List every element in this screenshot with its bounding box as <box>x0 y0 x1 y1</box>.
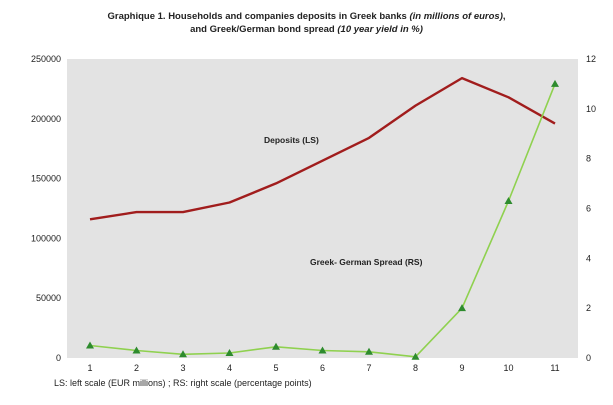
y-right-tick-label: 8 <box>586 154 591 164</box>
y-left-tick-label: 200000 <box>31 114 61 124</box>
x-tick-label: 4 <box>227 363 232 373</box>
y-right-tick-label: 2 <box>586 303 591 313</box>
x-tick-label: 5 <box>273 363 278 373</box>
spread-data-point <box>132 346 141 354</box>
spread-data-point <box>365 347 373 355</box>
y-left-tick-label: 50000 <box>36 293 61 303</box>
y-right-tick-label: 0 <box>586 353 591 363</box>
y-right-tick-label: 10 <box>586 104 596 114</box>
x-tick-label: 2 <box>134 363 139 373</box>
spread-data-point <box>272 342 280 350</box>
spread-data-point <box>411 352 420 360</box>
spread-data-point <box>458 304 466 312</box>
deposits-series-label: Deposits (LS) <box>264 135 319 145</box>
x-tick-label: 10 <box>503 363 513 373</box>
title-line-2-italic: (10 year yield in %) <box>337 24 423 35</box>
y-left-tick-label: 150000 <box>31 174 61 184</box>
y-left-tick-label: 100000 <box>31 233 61 243</box>
x-tick-label: 3 <box>180 363 185 373</box>
y-left-tick-label: 250000 <box>31 54 61 64</box>
spread-data-point <box>86 341 94 349</box>
plot-area <box>67 59 578 358</box>
x-tick-label: 9 <box>459 363 464 373</box>
x-tick-label: 7 <box>366 363 371 373</box>
title-line-1-suffix: , <box>502 11 506 22</box>
spread-data-point <box>318 346 327 354</box>
x-tick-label: 8 <box>413 363 418 373</box>
spread-data-point <box>179 350 187 358</box>
y-left-tick-label: 0 <box>56 353 61 363</box>
title-line-1-prefix: Graphique 1. Households and companies de… <box>107 11 410 22</box>
y-right-tick-label: 6 <box>586 204 591 214</box>
chart-title-line-1: Graphique 1. Households and companies de… <box>0 10 613 23</box>
y-right-tick-label: 12 <box>586 54 596 64</box>
title-line-2-prefix: and Greek/German bond spread <box>190 24 338 35</box>
x-tick-label: 1 <box>87 363 92 373</box>
x-tick-label: 6 <box>320 363 325 373</box>
x-tick-label: 11 <box>550 363 559 373</box>
spread-data-point <box>551 79 559 87</box>
deposits-series-line <box>89 76 556 221</box>
chart-title-line-2: and Greek/German bond spread (10 year yi… <box>0 23 613 36</box>
spread-data-point <box>225 349 234 357</box>
title-line-1-italic: (in millions of euros) <box>409 11 503 22</box>
y-right-tick-label: 4 <box>586 253 591 263</box>
chart-footnote: LS: left scale (EUR millions) ; RS: righ… <box>54 378 312 388</box>
spread-series-label: Greek- German Spread (RS) <box>310 257 423 267</box>
spread-data-point <box>504 197 513 205</box>
